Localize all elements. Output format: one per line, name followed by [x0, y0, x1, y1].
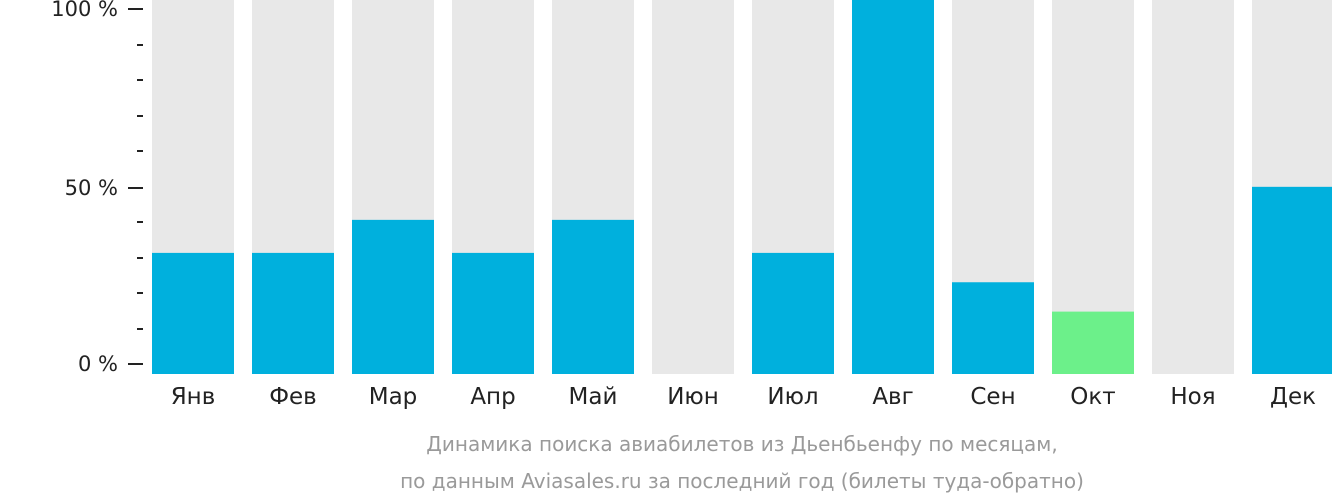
x-tick-label: Сен — [970, 384, 1015, 410]
bar — [352, 219, 434, 374]
chart-caption-line-1: Динамика поиска авиабилетов из Дьенбьенф… — [426, 432, 1057, 456]
x-axis-labels: Янв Фев Мар Апр Май Июн Июл Авг Сен Окт Ноя Дек — [171, 384, 1316, 410]
bar — [1052, 311, 1134, 374]
x-tick-label: Авг — [872, 384, 913, 410]
bar — [952, 282, 1034, 374]
x-tick-label: Фев — [269, 384, 317, 410]
y-tick-label: 100 % — [51, 0, 118, 21]
y-tick-label: 0 % — [78, 352, 118, 376]
x-tick-label: Май — [569, 384, 618, 410]
y-tick-label: 50 % — [65, 176, 118, 200]
x-tick-label: Ноя — [1170, 384, 1215, 410]
x-tick-label: Янв — [171, 384, 216, 410]
y-axis: 0 % 50 % 100 % — [51, 0, 143, 376]
bar — [552, 219, 634, 374]
bar-track — [652, 0, 734, 374]
x-tick-label: Окт — [1070, 384, 1115, 410]
bar — [752, 252, 834, 374]
chart-caption-line-2: по данным Aviasales.ru за последний год … — [400, 469, 1084, 493]
bar — [1252, 186, 1332, 374]
bar — [452, 252, 534, 374]
bar — [252, 252, 334, 374]
bar — [852, 0, 934, 374]
x-tick-label: Июл — [767, 384, 818, 410]
bar-track — [1152, 0, 1234, 374]
bar — [152, 252, 234, 374]
x-tick-label: Мар — [369, 384, 418, 410]
x-tick-label: Апр — [470, 384, 515, 410]
x-tick-label: Дек — [1270, 384, 1316, 410]
x-tick-label: Июн — [667, 384, 719, 410]
bars — [152, 0, 1332, 374]
